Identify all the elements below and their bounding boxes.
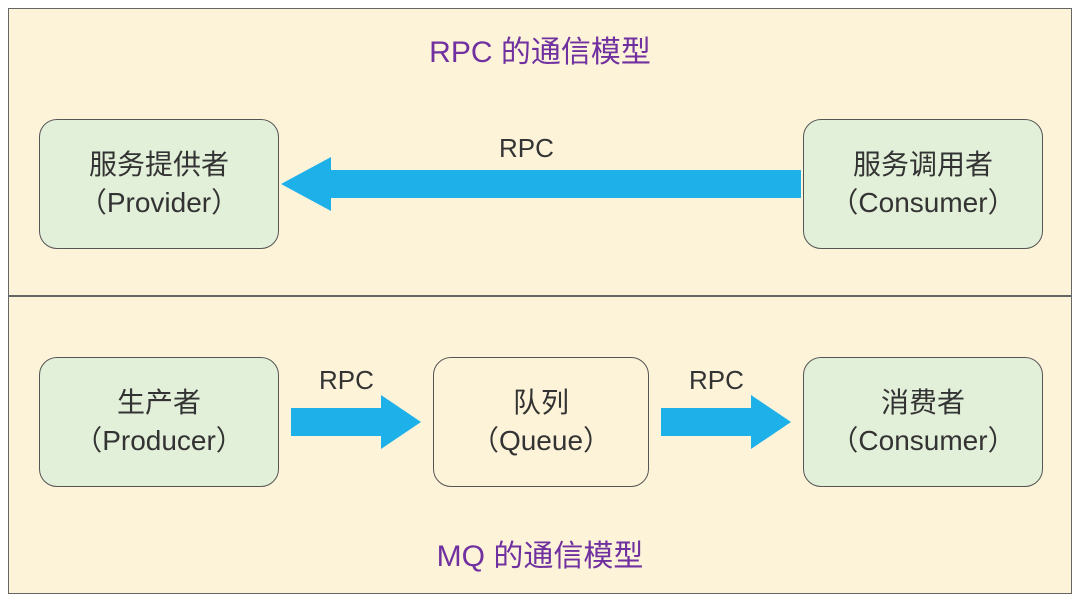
rpc-title: RPC 的通信模型	[9, 27, 1071, 71]
rpc-arrow-icon	[281, 157, 801, 211]
provider-label-en: （Provider）	[79, 184, 239, 222]
mq-arrow2-label: RPC	[689, 365, 744, 396]
mq-title: MQ 的通信模型	[9, 531, 1071, 575]
producer-node: 生产者 （Producer）	[39, 357, 279, 487]
producer-label-en: （Producer）	[74, 422, 244, 460]
producer-label-cn: 生产者	[117, 384, 201, 422]
mq-panel: 生产者 （Producer） 队列 （Queue） 消费者 （Consumer）…	[8, 297, 1072, 594]
queue-node: 队列 （Queue）	[433, 357, 649, 487]
mq-consumer-node: 消费者 （Consumer）	[803, 357, 1043, 487]
diagram-container: RPC 的通信模型 服务提供者 （Provider） 服务调用者 （Consum…	[0, 0, 1080, 604]
rpc-panel: RPC 的通信模型 服务提供者 （Provider） 服务调用者 （Consum…	[8, 8, 1072, 297]
consumer-node: 服务调用者 （Consumer）	[803, 119, 1043, 249]
provider-node: 服务提供者 （Provider）	[39, 119, 279, 249]
mq-arrow1-label: RPC	[319, 365, 374, 396]
mq-consumer-label-en: （Consumer）	[830, 422, 1015, 460]
consumer-label-cn: 服务调用者	[853, 146, 993, 184]
mq-arrow2-icon	[661, 395, 791, 449]
provider-label-cn: 服务提供者	[89, 146, 229, 184]
queue-label-en: （Queue）	[471, 422, 611, 460]
mq-consumer-label-cn: 消费者	[881, 384, 965, 422]
consumer-label-en: （Consumer）	[830, 184, 1015, 222]
queue-label-cn: 队列	[513, 384, 569, 422]
mq-arrow1-icon	[291, 395, 421, 449]
